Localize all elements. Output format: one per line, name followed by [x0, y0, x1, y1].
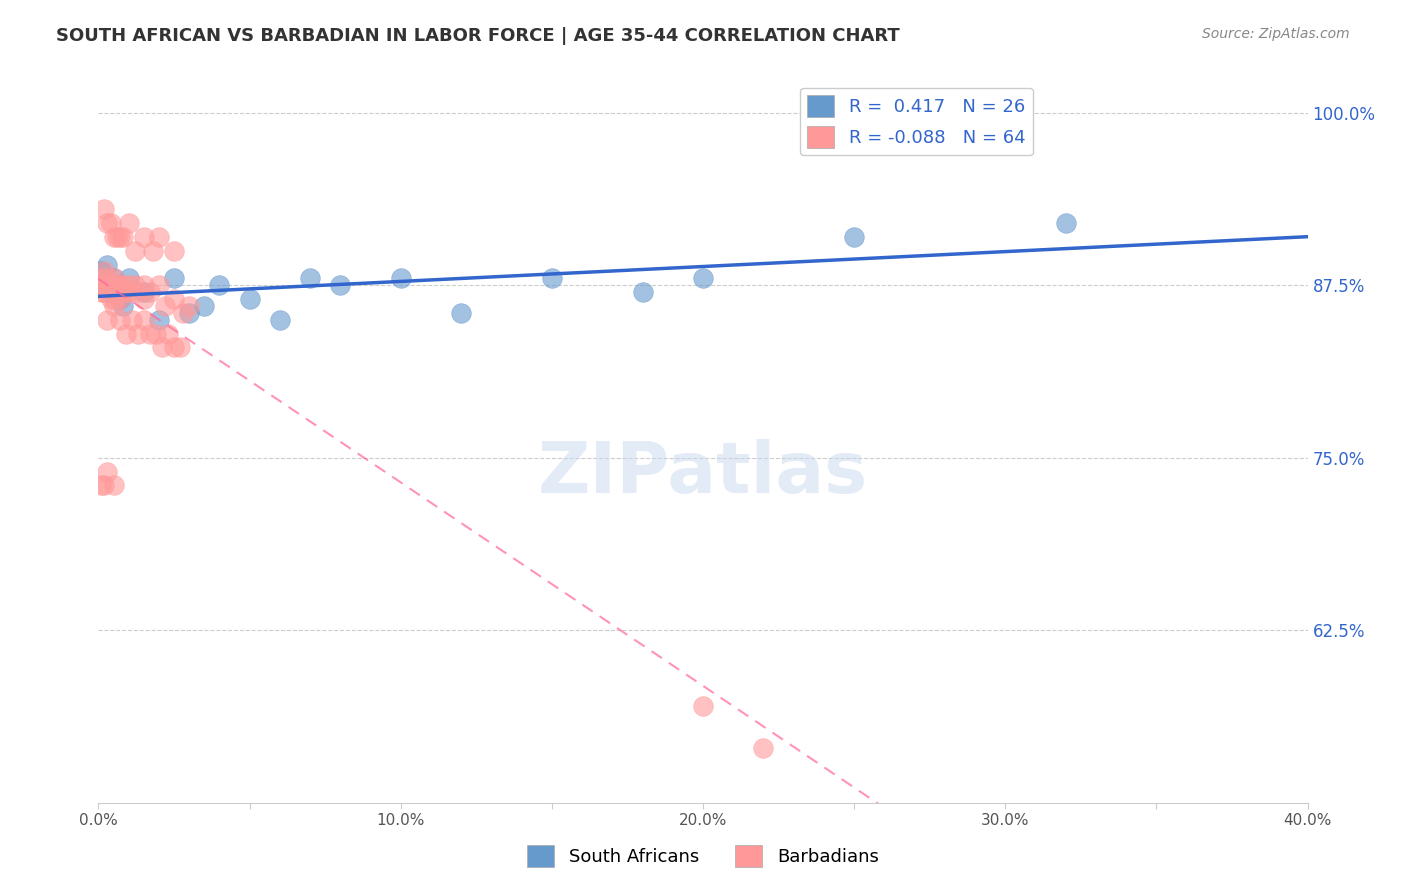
- Point: [100, 285, 122, 300]
- Legend: R =  0.417   N = 26, R = -0.088   N = 64: R = 0.417 N = 26, R = -0.088 N = 64: [800, 87, 1032, 155]
- Point: [132, 312, 155, 326]
- Text: SOUTH AFRICAN VS BARBADIAN IN LABOR FORCE | AGE 35-44 CORRELATION CHART: SOUTH AFRICAN VS BARBADIAN IN LABOR FORC…: [56, 27, 900, 45]
- Point: [121, 312, 143, 326]
- Point: [93, 478, 115, 492]
- Point: [103, 278, 125, 293]
- Point: [179, 299, 201, 313]
- Point: [90, 271, 112, 285]
- Point: [172, 306, 194, 320]
- Point: [96, 216, 118, 230]
- Point: [111, 278, 134, 293]
- Point: [118, 216, 141, 230]
- Point: [156, 326, 179, 341]
- Point: [299, 271, 322, 285]
- Point: [193, 299, 215, 313]
- Point: [108, 292, 131, 306]
- Point: [145, 326, 167, 341]
- Point: [139, 326, 162, 341]
- Point: [389, 271, 412, 285]
- Point: [103, 299, 125, 313]
- Point: [111, 285, 134, 300]
- Point: [93, 278, 115, 293]
- Point: [108, 230, 131, 244]
- Point: [132, 285, 155, 300]
- Point: [132, 278, 155, 293]
- Point: [142, 244, 165, 258]
- Point: [108, 278, 131, 293]
- Point: [139, 285, 162, 300]
- Point: [93, 285, 115, 300]
- Point: [108, 312, 131, 326]
- Point: [103, 292, 125, 306]
- Point: [96, 278, 118, 293]
- Point: [631, 285, 654, 300]
- Point: [752, 740, 775, 755]
- Point: [692, 699, 714, 714]
- Point: [540, 271, 562, 285]
- Point: [100, 216, 122, 230]
- Point: [239, 292, 262, 306]
- Point: [450, 306, 472, 320]
- Point: [103, 230, 125, 244]
- Point: [127, 285, 149, 300]
- Point: [169, 340, 191, 354]
- Point: [118, 271, 141, 285]
- Point: [118, 278, 141, 293]
- Point: [163, 340, 186, 354]
- Point: [1054, 216, 1077, 230]
- Text: ZIPatlas: ZIPatlas: [538, 439, 868, 508]
- Point: [111, 299, 134, 313]
- Point: [90, 264, 112, 278]
- Point: [124, 244, 146, 258]
- Text: Source: ZipAtlas.com: Source: ZipAtlas.com: [1202, 27, 1350, 41]
- Point: [692, 271, 714, 285]
- Point: [148, 312, 170, 326]
- Point: [114, 326, 136, 341]
- Point: [105, 278, 128, 293]
- Point: [90, 285, 112, 300]
- Point: [105, 230, 128, 244]
- Point: [114, 285, 136, 300]
- Point: [100, 285, 122, 300]
- Point: [100, 292, 122, 306]
- Point: [103, 478, 125, 492]
- Point: [208, 278, 231, 293]
- Point: [163, 292, 186, 306]
- Point: [163, 244, 186, 258]
- Point: [96, 258, 118, 272]
- Point: [105, 278, 128, 293]
- Point: [148, 230, 170, 244]
- Point: [124, 278, 146, 293]
- Point: [844, 230, 866, 244]
- Point: [90, 478, 112, 492]
- Point: [103, 271, 125, 285]
- Point: [93, 264, 115, 278]
- Point: [163, 271, 186, 285]
- Point: [96, 465, 118, 479]
- Point: [96, 271, 118, 285]
- Point: [179, 306, 201, 320]
- Point: [111, 230, 134, 244]
- Point: [96, 312, 118, 326]
- Legend: South Africans, Barbadians: South Africans, Barbadians: [520, 838, 886, 874]
- Point: [105, 285, 128, 300]
- Point: [93, 202, 115, 217]
- Point: [90, 278, 112, 293]
- Point: [132, 230, 155, 244]
- Point: [329, 278, 352, 293]
- Point: [118, 285, 141, 300]
- Point: [132, 292, 155, 306]
- Point: [153, 299, 176, 313]
- Point: [150, 340, 173, 354]
- Point: [108, 292, 131, 306]
- Point: [93, 278, 115, 293]
- Point: [103, 271, 125, 285]
- Point: [127, 326, 149, 341]
- Point: [148, 278, 170, 293]
- Point: [269, 312, 291, 326]
